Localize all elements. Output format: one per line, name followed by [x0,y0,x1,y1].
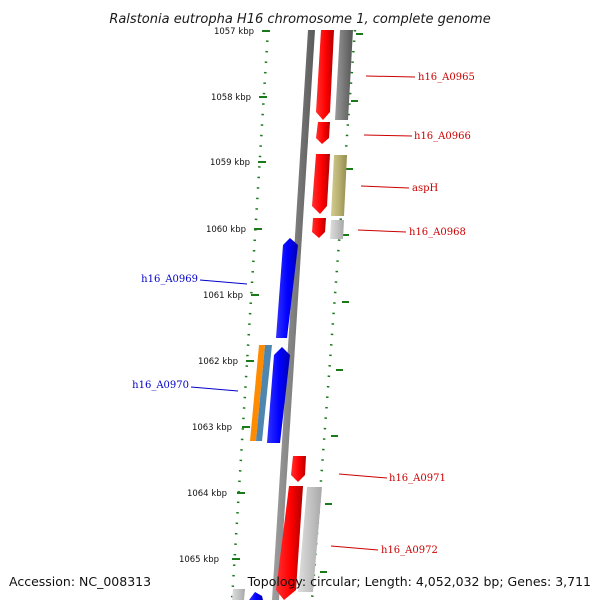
label-leader [190,386,239,392]
label-leader [363,134,413,137]
gene-h16-A0968[interactable] [312,218,326,238]
gene-h16-A0966[interactable] [316,122,330,144]
tick-group: 1057 kbp 1058 kbp 1059 kbp 1060 kbp 1061… [179,27,270,565]
gene-h16-A0969[interactable] [276,238,298,338]
gene-aspH[interactable] [312,154,330,214]
label-leader [360,185,410,189]
cds-aspH [331,155,347,216]
accession-text: Accession: NC_008313 [9,574,151,589]
outer-dotted-ring [310,29,357,600]
genome-summary-text: Topology: circular; Length: 4,052,032 bp… [247,574,591,589]
label-leader [199,279,248,285]
cds-h16-A0965 [335,30,353,120]
tick-label: 1060 kbp [206,225,246,235]
gene-h16-A0971[interactable] [291,456,306,482]
cds-h16-A0970-orange [250,345,265,441]
gene-label-aspH[interactable]: aspH [412,183,438,194]
inner-dotted-ring [230,29,270,600]
gene-label-h16-A0970[interactable]: h16_A0970 [132,380,189,391]
cds-partial-gray [232,589,245,600]
tick-label: 1062 kbp [198,357,238,367]
gene-label-h16-A0969[interactable]: h16_A0969 [141,274,198,285]
label-leader [365,75,416,78]
tick-label: 1057 kbp [214,27,254,37]
map-title: Ralstonia eutropha H16 chromosome 1, com… [109,12,490,27]
gene-label-h16-A0968[interactable]: h16_A0968 [409,227,466,238]
tick-label: 1059 kbp [210,158,250,168]
label-leader [338,473,388,479]
tick-label: 1063 kbp [192,423,232,433]
tick-label: 1061 kbp [203,291,243,301]
tick-label: 1058 kbp [211,93,251,103]
gene-partial-blue [249,592,263,600]
gene-h16-A0965[interactable] [316,30,334,120]
cds-h16-A0972 [298,487,322,592]
cds-h16-A0968 [330,220,344,239]
gene-label-h16-A0971[interactable]: h16_A0971 [389,473,446,484]
chromosome-backbone [272,30,315,600]
gene-label-h16-A0972[interactable]: h16_A0972 [381,545,438,556]
gene-h16-A0970[interactable] [267,347,290,443]
tick-label: 1065 kbp [179,555,219,565]
gene-label-h16-A0965[interactable]: h16_A0965 [418,72,475,83]
label-leader [357,229,407,233]
cds-h16-A0970-steel [256,345,272,441]
label-leader [330,545,379,551]
gene-label-h16-A0966[interactable]: h16_A0966 [414,131,471,142]
gene-h16-A0972[interactable] [276,486,303,600]
tick-label: 1064 kbp [187,489,227,499]
